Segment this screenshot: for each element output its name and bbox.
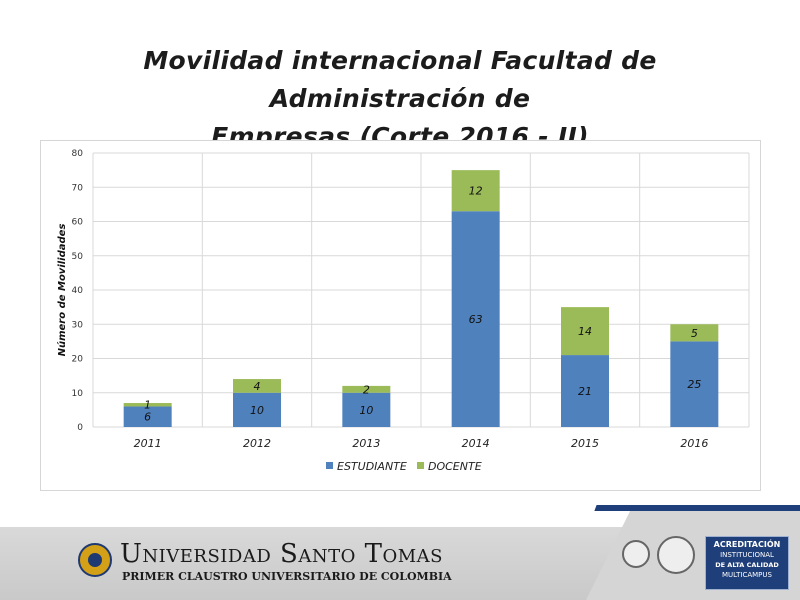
- legend-label: DOCENTE: [428, 460, 482, 473]
- y-tick-label: 60: [72, 218, 84, 228]
- footer-stripe: [594, 505, 800, 511]
- y-axis-title: Número de Movilidades: [56, 224, 68, 357]
- bar-estudiante-2012: [233, 392, 281, 427]
- data-label: 10: [359, 404, 373, 417]
- accreditation-line: DE ALTA CALIDAD: [715, 561, 779, 569]
- legend-swatch: [326, 462, 333, 469]
- data-label: 14: [578, 325, 592, 338]
- y-tick-label: 0: [77, 423, 83, 433]
- stacked-bar-chart: 0 10 20 30 40 50 60 70 80 61 2011 10 4 2012 10 2 2013 63 1…: [56, 149, 750, 473]
- data-label: 1: [144, 399, 151, 412]
- data-label: 63: [469, 313, 483, 326]
- bar-docente-2014: [451, 170, 500, 212]
- x-tick-label: 2012: [243, 437, 271, 450]
- data-label: 5: [691, 327, 698, 340]
- accreditation-badge: ACREDITACIÓN INSTITUCIONAL DE ALTA CALID…: [705, 536, 789, 590]
- accreditation-line: ACREDITACIÓN: [713, 540, 781, 549]
- legend-label: ESTUDIANTE: [337, 460, 407, 473]
- x-tick-label: 2011: [134, 437, 162, 450]
- accreditation-line: MULTICAMPUS: [722, 571, 772, 579]
- y-tick-label: 20: [72, 355, 84, 365]
- y-tick-label: 30: [72, 320, 84, 330]
- y-tick-label: 10: [72, 389, 84, 399]
- bar-docente-2012: [233, 379, 281, 393]
- bar-docente-2016: [670, 324, 719, 342]
- bar-estudiante-2013: [342, 392, 391, 427]
- data-label: 2: [363, 383, 370, 396]
- iso-certification-icon: [622, 540, 650, 568]
- x-tick-label: 2014: [462, 437, 490, 450]
- y-tick-label: 40: [72, 286, 84, 296]
- y-tick-label: 80: [72, 149, 84, 159]
- data-label: 25: [687, 378, 701, 391]
- chart-frame: 0 10 20 30 40 50 60 70 80 6 1 2011 10 4 2012 10 2 2013 63 1…: [40, 140, 761, 491]
- bar-docente-2013: [342, 385, 391, 393]
- bar-docente-2011: [123, 403, 172, 407]
- data-label: 6: [144, 411, 151, 424]
- university-name: Universidad Santo Tomas: [120, 539, 443, 569]
- slide-title-line1: Movilidad internacional Facultad de Admi…: [143, 46, 657, 113]
- x-tick-label: 2015: [571, 437, 599, 450]
- data-label: 12: [469, 185, 483, 198]
- y-tick-label: 70: [72, 183, 84, 193]
- bar-estudiante-2014: [451, 211, 500, 427]
- data-label: 21: [578, 385, 592, 398]
- bar-estudiante-2011: [123, 406, 172, 427]
- data-label: 10: [250, 404, 264, 417]
- y-tick-label: 50: [72, 252, 84, 262]
- bar-estudiante-2015: [561, 355, 609, 427]
- x-tick-label: 2016: [680, 437, 708, 450]
- iqnet-certification-icon: [657, 536, 695, 574]
- accreditation-line: INSTITUCIONAL: [720, 551, 774, 559]
- slide-title: Movilidad internacional Facultad de Admi…: [40, 42, 760, 156]
- x-tick-label: 2013: [352, 437, 380, 450]
- bar-estudiante-2016: [670, 341, 719, 427]
- university-seal-icon: [78, 543, 112, 577]
- university-tagline: PRIMER CLAUSTRO UNIVERSITARIO DE COLOMBI…: [122, 570, 452, 583]
- legend-swatch: [417, 462, 424, 469]
- bar-docente-2015: [561, 307, 609, 356]
- data-label: 4: [254, 380, 261, 393]
